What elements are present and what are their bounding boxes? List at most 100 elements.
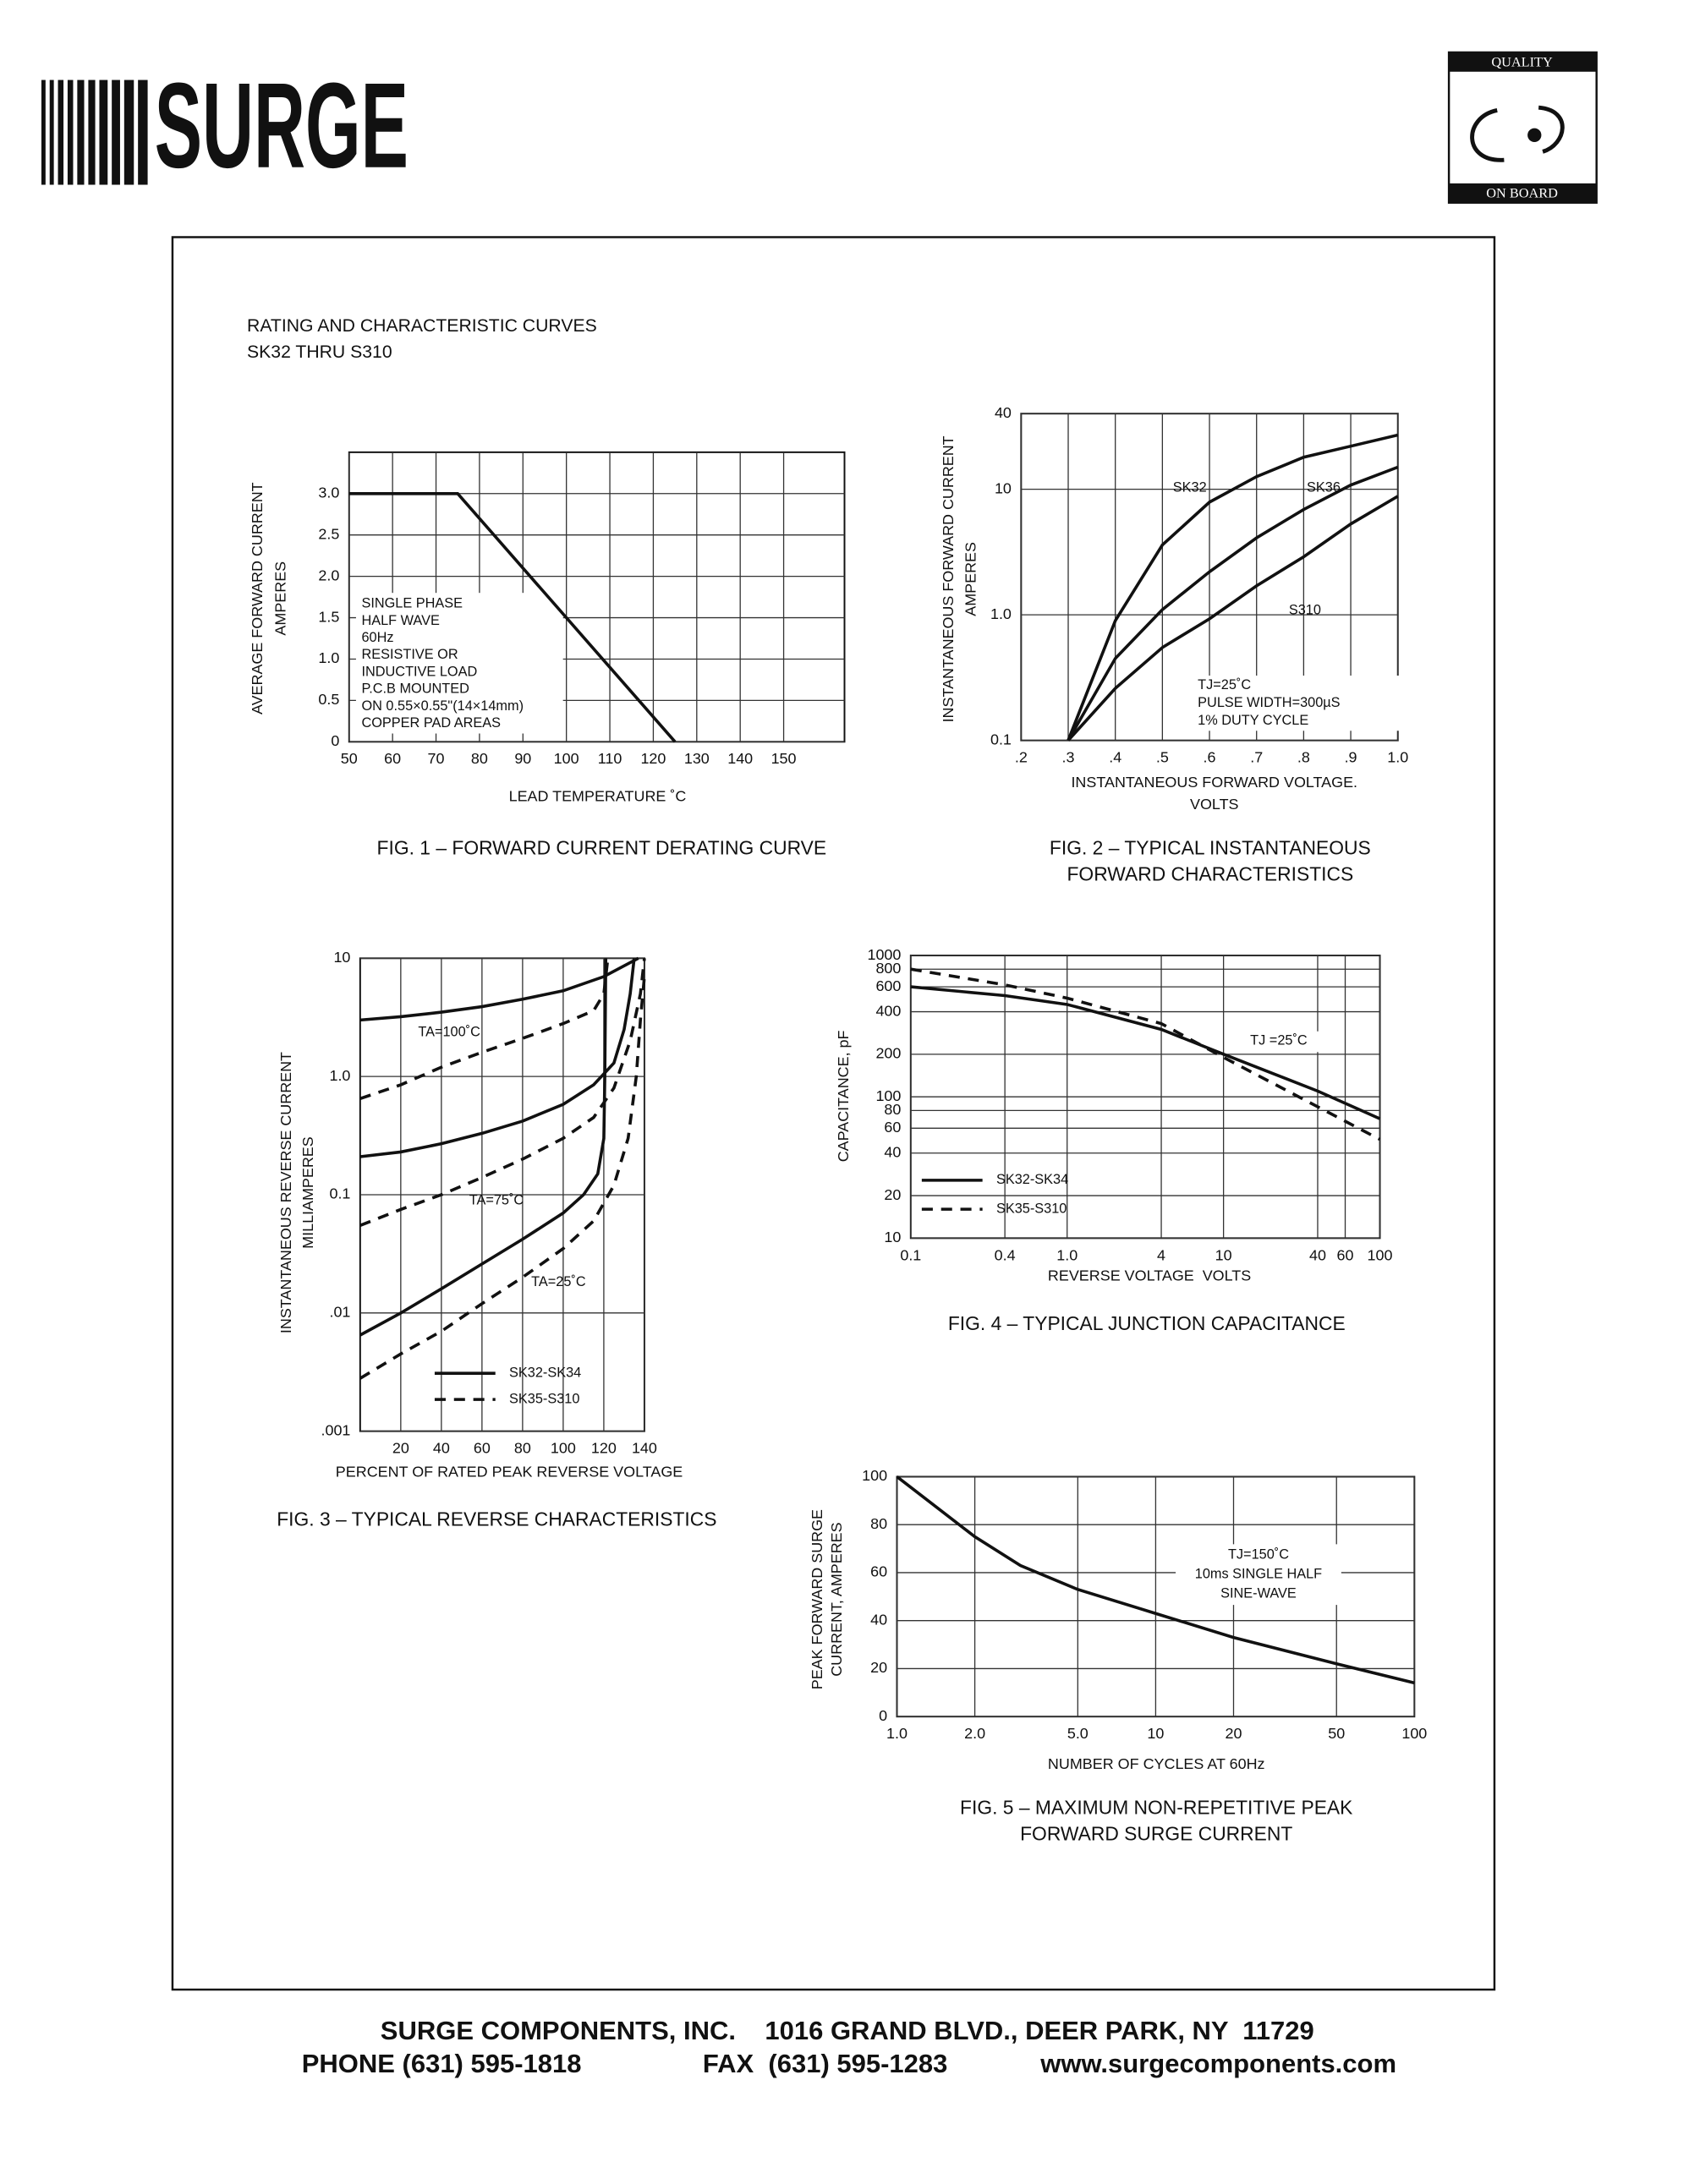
y-tick-label: 10	[884, 1229, 901, 1245]
x-tick-label: 0.1	[900, 1246, 921, 1263]
logo-bar	[49, 79, 54, 185]
x-tick-label: 100	[1368, 1246, 1393, 1263]
y-axis-label: INSTANTANEOUS REVERSE CURRENT	[277, 1052, 294, 1333]
annotation: SINGLE PHASE	[361, 596, 463, 611]
badge-dot	[1527, 128, 1542, 142]
annotation-backing	[1192, 676, 1400, 731]
series-label: SK36	[1307, 480, 1341, 495]
series-label: TA=25˚C	[531, 1274, 586, 1289]
x-tick-label: .2	[1015, 749, 1028, 766]
chart: .2 .3 .4 .5 .6 .7 .8 .9 1.0 0.1 1.0 10 40 TJ=25˚C PULS…	[940, 404, 1408, 885]
x-tick-label: 120	[640, 750, 666, 767]
logo: SURGE	[41, 58, 409, 194]
x-axis-label: PERCENT OF RATED PEAK REVERSE VOLTAGE	[336, 1463, 683, 1480]
x-tick-label: 5.0	[1067, 1725, 1089, 1742]
x-tick-label: 4	[1157, 1246, 1165, 1263]
footer-fax: FAX (631) 595-1283	[703, 2049, 947, 2078]
y-tick-label: 0.5	[318, 691, 339, 708]
logo-bar	[77, 79, 85, 185]
content-frame	[171, 236, 1496, 1991]
badge-swoosh	[1470, 105, 1565, 162]
data-line	[1067, 433, 1399, 742]
figure-caption: FIG. 2 – TYPICAL INSTANTANEOUS	[1050, 837, 1371, 859]
legend-label: SK32-SK34	[509, 1365, 581, 1380]
y-tick-label: 0	[331, 732, 339, 749]
data-line	[359, 958, 646, 1228]
x-tick-label: 2.0	[964, 1725, 985, 1742]
annotation: 60Hz	[361, 630, 393, 645]
logo-bar	[138, 79, 148, 185]
annotation: 10ms SINGLE HALF	[1195, 1567, 1322, 1582]
y-tick-label: 40	[884, 1143, 901, 1160]
annotation: RESISTIVE OR	[361, 647, 458, 662]
annotation: TJ=25˚C	[1198, 677, 1251, 692]
x-tick-label: .4	[1109, 749, 1121, 766]
x-axis-label: LEAD TEMPERATURE ˚C	[509, 787, 687, 804]
figure-caption: FIG. 3 – TYPICAL REVERSE CHARACTERISTICS	[277, 1508, 716, 1530]
figure-caption: FORWARD SURGE CURRENT	[1020, 1822, 1292, 1844]
y-axis-label: CURRENT, AMPERES	[828, 1522, 845, 1676]
chart: 50 60 70 80 90 100 110 120 130 140 150 0 0.5 1.0 1.5 2.…	[249, 451, 846, 859]
x-tick-label: 0.4	[995, 1246, 1016, 1263]
annotation: PULSE WIDTH=300µS	[1198, 695, 1341, 710]
data-line	[348, 491, 677, 743]
y-tick-label: 0	[879, 1707, 887, 1724]
quality-badge: QUALITY ON BOARD	[1447, 51, 1598, 204]
y-axis-label: PEAK FORWARD SURGE	[809, 1509, 825, 1689]
figure-caption: FIG. 5 – MAXIMUM NON-REPETITIVE PEAK	[960, 1796, 1352, 1818]
legend-label: SK35-S310	[996, 1201, 1067, 1216]
data-line	[910, 967, 1381, 1141]
y-axis-label: AVERAGE FORWARD CURRENT	[249, 482, 266, 714]
x-tick-label: 110	[598, 750, 622, 767]
annotation: P.C.B MOUNTED	[361, 681, 469, 697]
annotation: HALF WAVE	[361, 613, 440, 628]
series-label: S310	[1289, 603, 1321, 618]
x-tick-label: .6	[1204, 749, 1216, 766]
y-tick-label: 1.0	[318, 649, 339, 666]
page-title: RATING AND CHARACTERISTIC CURVES	[247, 316, 597, 336]
footer-address: SURGE COMPONENTS, INC. 1016 GRAND BLVD.,…	[381, 2016, 1314, 2045]
y-tick-label: 1.0	[329, 1067, 350, 1084]
x-tick-label: 140	[727, 750, 753, 767]
x-tick-label: 10	[1215, 1246, 1232, 1263]
series-label: TA=100˚C	[418, 1025, 480, 1040]
badge-bottom: ON BOARD	[1486, 185, 1558, 201]
logo-bar	[88, 79, 96, 185]
data-line	[359, 958, 636, 1158]
x-tick-label: 130	[684, 750, 710, 767]
y-tick-label: 10	[333, 949, 350, 966]
logo-bar	[67, 79, 74, 185]
x-tick-label: 40	[1309, 1246, 1326, 1263]
y-axis-label: AMPERES	[962, 542, 979, 616]
logo-bar	[99, 79, 108, 185]
y-tick-label: 20	[870, 1659, 887, 1676]
x-tick-label: .9	[1345, 749, 1357, 766]
x-tick-label: .7	[1250, 749, 1263, 766]
x-axis-label: INSTANTANEOUS FORWARD VOLTAGE.	[1071, 774, 1357, 791]
logo-text: SURGE	[155, 58, 409, 194]
y-axis-label: AMPERES	[272, 561, 289, 636]
annotation: 1% DUTY CYCLE	[1198, 713, 1308, 728]
y-axis-label: MILLIAMPERES	[299, 1136, 316, 1249]
x-tick-label: 80	[471, 750, 488, 767]
x-tick-label: 1.0	[1387, 749, 1408, 766]
annotation: COPPER PAD AREAS	[361, 715, 501, 731]
x-tick-label: 140	[632, 1440, 657, 1457]
x-tick-label: 50	[1328, 1725, 1345, 1742]
data-line	[1067, 495, 1399, 742]
y-tick-label: .001	[321, 1421, 350, 1438]
legend-label: SK32-SK34	[996, 1172, 1068, 1187]
chart: 0.1 0.4 1.0 4 10 40 60 100102040608010020040060…	[835, 946, 1392, 1334]
x-tick-label: 80	[514, 1440, 531, 1457]
y-tick-label: 60	[884, 1119, 901, 1136]
logo-bar	[58, 79, 64, 185]
x-tick-label: 100	[551, 1440, 576, 1457]
annotation-backing	[355, 593, 563, 734]
y-tick-label: 400	[875, 1002, 901, 1019]
badge-top: QUALITY	[1491, 54, 1553, 70]
x-axis-label: VOLTS	[1190, 796, 1239, 813]
badge-strip	[1449, 52, 1597, 72]
y-tick-label: 3.0	[318, 484, 339, 501]
x-tick-label: 10	[1147, 1725, 1164, 1742]
x-tick-label: 90	[514, 750, 531, 767]
